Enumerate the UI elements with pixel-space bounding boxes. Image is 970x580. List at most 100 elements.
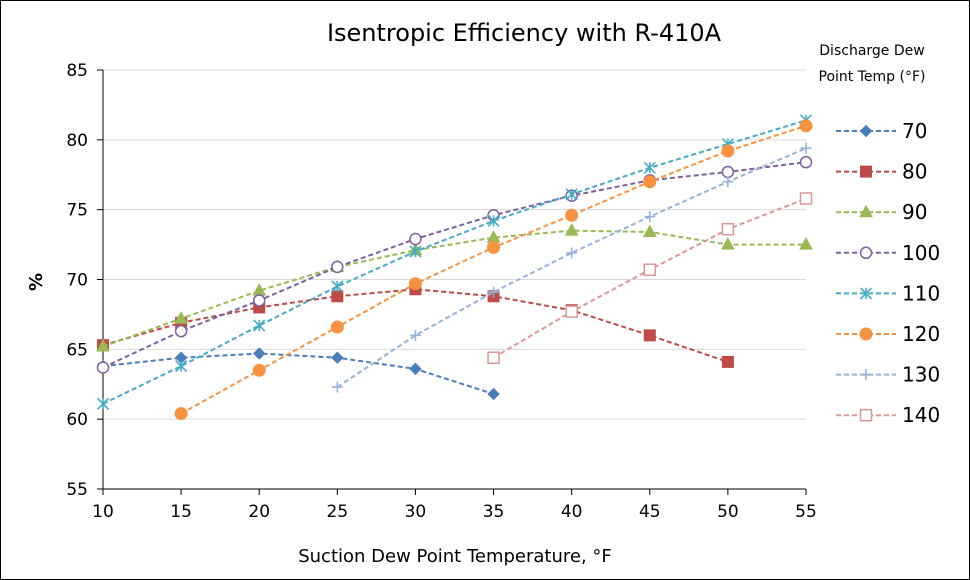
series-120: [174, 119, 813, 421]
data-point-90-40: [564, 223, 579, 236]
legend-marker-90: [859, 204, 873, 218]
legend-marker-70: [859, 124, 873, 138]
data-point-90-55: [799, 237, 813, 250]
data-point-90-15: [174, 311, 188, 324]
x-tick-label-45: 45: [639, 502, 661, 522]
data-point-110-40: [565, 188, 578, 201]
y-tick-label-65: 65: [66, 340, 88, 360]
legend-marker-130: [860, 369, 872, 381]
series-line-120: [180, 124, 807, 415]
legend-item-120: 120: [836, 322, 940, 346]
legend-item-110: 110: [836, 281, 940, 305]
data-point-120-45: [643, 175, 657, 189]
data-point-140-35: [487, 351, 500, 364]
data-point-80-50: [721, 355, 734, 368]
y-tick-label-75: 75: [66, 201, 88, 221]
data-point-130-50: [722, 176, 734, 188]
data-point-100-15: [174, 324, 188, 338]
x-tick-label-50: 50: [717, 502, 739, 522]
data-point-120-40: [565, 208, 579, 222]
legend-label-70: 70: [902, 119, 927, 143]
legend-item-90: 90: [836, 200, 927, 224]
data-point-70-25: [331, 351, 344, 364]
chart-title: Isentropic Efficiency with R-410A: [327, 19, 722, 47]
data-point-120-50: [721, 144, 735, 158]
data-point-110-10: [96, 397, 110, 410]
legend-label-90: 90: [902, 200, 927, 224]
y-tick-label-60: 60: [66, 410, 88, 430]
series-line-70: [102, 352, 494, 395]
data-point-90-10: [96, 338, 110, 352]
series-layer: [96, 114, 813, 421]
data-point-110-30: [409, 245, 422, 258]
data-point-110-25: [331, 280, 344, 293]
x-tick-label-25: 25: [327, 502, 349, 522]
data-point-140-50: [721, 222, 735, 236]
data-point-130-30: [409, 329, 421, 341]
tick-layer: 55 60 65 70 75 80 85 10 15 20 25 30 35 40 45 50 55: [66, 61, 816, 522]
series-line-130: [336, 147, 807, 388]
data-point-120-30: [408, 277, 422, 291]
legend-label-110: 110: [902, 281, 940, 305]
series-100: [96, 155, 813, 374]
x-tick-label-10: 10: [92, 502, 114, 522]
series-110: [96, 114, 813, 410]
data-point-100-30: [409, 232, 422, 246]
x-tick-label-40: 40: [561, 502, 583, 522]
x-tick-label-55: 55: [795, 502, 817, 522]
data-point-110-15: [175, 360, 188, 373]
data-point-120-35: [487, 240, 501, 254]
series-line-110: [102, 119, 807, 405]
legend-item-140: 140: [836, 403, 940, 427]
legend-title-line-1: Discharge Dew: [819, 43, 924, 59]
y-tick-label-80: 80: [66, 131, 88, 151]
data-point-140-55: [799, 192, 813, 205]
data-point-140-45: [643, 263, 657, 276]
legend-item-80: 80: [836, 160, 927, 184]
legend-marker-100: [859, 246, 873, 260]
legend-label-130: 130: [902, 363, 940, 387]
data-point-70-20: [253, 347, 266, 360]
series-line-90: [102, 229, 806, 348]
data-point-130-40: [566, 247, 578, 259]
series-line-80: [102, 288, 729, 363]
legend-label-80: 80: [902, 160, 927, 184]
y-axis-title: %: [26, 273, 47, 291]
data-point-80-45: [643, 329, 656, 342]
y-tick-label-70: 70: [66, 271, 88, 291]
data-point-90-45: [642, 224, 657, 238]
data-point-90-50: [721, 237, 735, 250]
legend-item-130: 130: [836, 363, 940, 387]
series-line-100: [102, 161, 807, 369]
series-70: [96, 347, 500, 401]
legend-item-100: 100: [836, 241, 940, 265]
data-point-120-15: [174, 407, 188, 421]
x-tick-label-15: 15: [170, 502, 192, 522]
legend-marker-120: [859, 327, 873, 341]
legend-items: 70 80 90 100 110 120 130 140: [836, 119, 940, 427]
data-point-100-50: [721, 165, 735, 179]
x-tick-label-30: 30: [405, 502, 427, 522]
data-point-70-30: [409, 362, 422, 376]
data-point-110-45: [643, 161, 656, 174]
data-point-140-40: [565, 305, 578, 318]
series-140: [487, 192, 813, 364]
data-point-100-55: [799, 155, 813, 169]
series-130: [331, 142, 812, 393]
data-point-100-25: [331, 260, 344, 274]
legend-item-70: 70: [836, 119, 927, 143]
data-point-100-10: [96, 361, 110, 374]
legend-marker-140: [859, 408, 873, 422]
legend-label-140: 140: [902, 403, 940, 427]
x-axis-title: Suction Dew Point Temperature, °F: [298, 546, 612, 567]
data-point-120-20: [252, 363, 266, 377]
grid-layer: [103, 69, 806, 420]
legend-title-line-2: Point Temp (°F): [819, 69, 926, 85]
data-point-130-35: [488, 286, 500, 298]
data-point-130-45: [644, 211, 656, 223]
data-point-100-20: [252, 294, 266, 307]
data-point-110-35: [487, 214, 500, 227]
x-tick-label-35: 35: [483, 502, 505, 522]
